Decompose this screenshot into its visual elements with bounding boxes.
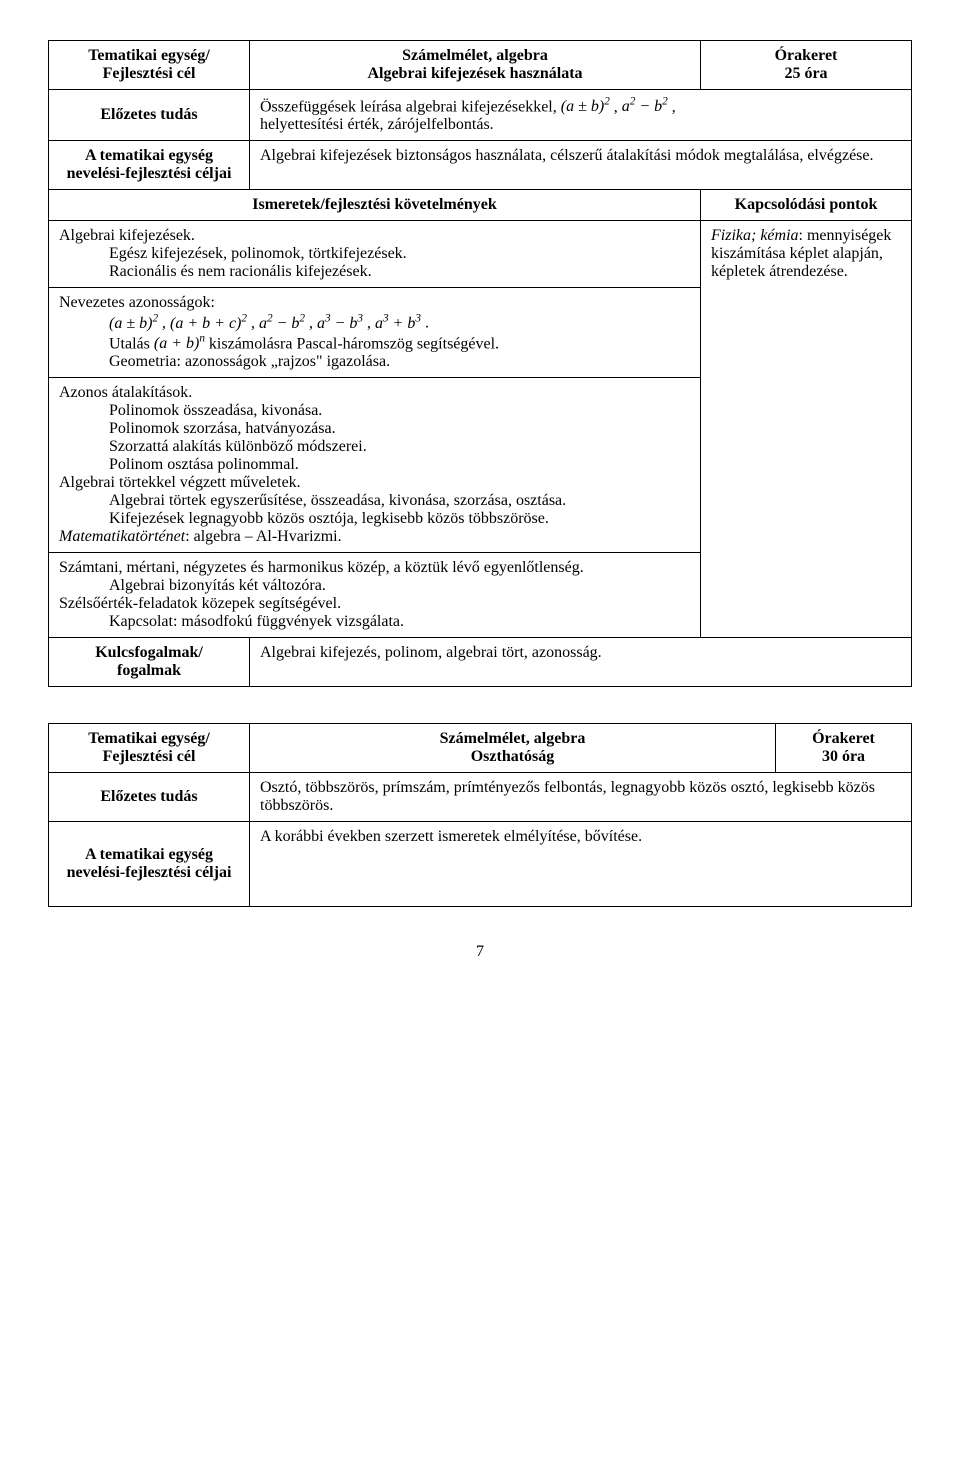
hdr-right-line2: 25 óra bbox=[784, 65, 827, 82]
s3-h: Kifejezések legnagyobb közös osztója, le… bbox=[59, 510, 690, 528]
s1-a: Algebrai kifejezések. bbox=[59, 227, 195, 244]
row-tematikai-val: Algebrai kifejezések biztonságos használ… bbox=[250, 141, 912, 190]
ismeretek-hdr: Ismeretek/fejlesztési követelmények bbox=[49, 190, 701, 221]
row-elozetes-val: Összefüggések leírása algebrai kifejezés… bbox=[250, 90, 912, 141]
math-expr-2: a2 − b2 bbox=[622, 98, 668, 115]
hdr-right: Órakeret 25 óra bbox=[701, 41, 912, 90]
s2-math-line: (a ± b)2 , (a + b + c)2 , a2 − b2 , a3 −… bbox=[59, 312, 690, 332]
t2-tematikai-label: A tematikai egység nevelési-fejlesztési … bbox=[49, 821, 250, 906]
t2-hdr-mid: Számelmélet, algebra Oszthatóság bbox=[250, 723, 776, 772]
t2-elozetes-label: Előzetes tudás bbox=[49, 772, 250, 821]
s4-a: Számtani, mértani, négyzetes és harmonik… bbox=[59, 559, 584, 576]
s4-d: Kapcsolat: másodfokú függvények vizsgála… bbox=[59, 613, 690, 631]
s3-d: Szorzattá alakítás különböző módszerei. bbox=[59, 438, 690, 456]
s3-i-pre: Matematikatörténet bbox=[59, 528, 185, 545]
section-4: Számtani, mértani, négyzetes és harmonik… bbox=[49, 552, 701, 637]
curriculum-table-2: Tematikai egység/ Fejlesztési cél Számel… bbox=[48, 723, 912, 907]
s3-e: Polinom osztása polinommal. bbox=[59, 456, 690, 474]
math-expr-1: (a ± b)2 bbox=[561, 98, 610, 115]
s3-i-post: : algebra – Al-Hvarizmi. bbox=[185, 528, 341, 545]
s2-a: Nevezetes azonosságok: bbox=[59, 294, 215, 311]
s3-i-line: Matematikatörténet: algebra – Al-Hvarizm… bbox=[59, 528, 690, 546]
t2-hdr-right-line2: 30 óra bbox=[822, 748, 865, 765]
t2-hdr-mid-line2: Oszthatóság bbox=[471, 748, 555, 765]
s3-f: Algebrai törtekkel végzett műveletek. bbox=[59, 474, 301, 491]
t2-hdr-right-line1: Órakeret bbox=[812, 730, 875, 747]
hdr-right-line1: Órakeret bbox=[775, 47, 838, 64]
s3-c: Polinomok szorzása, hatványozása. bbox=[59, 420, 690, 438]
row-elozetes-label: Előzetes tudás bbox=[49, 90, 250, 141]
page-number: 7 bbox=[48, 943, 912, 961]
s1-c: Racionális és nem racionális kifejezések… bbox=[59, 263, 690, 281]
elozetes-post: helyettesítési érték, zárójelfelbontás. bbox=[260, 116, 494, 133]
conn1-a: Fizika; kémia bbox=[711, 227, 799, 244]
curriculum-table-1: Tematikai egység/ Fejlesztési cél Számel… bbox=[48, 40, 912, 687]
hdr-mid-line1: Számelmélet, algebra bbox=[402, 47, 548, 64]
hdr-left: Tematikai egység/ Fejlesztési cél bbox=[49, 41, 250, 90]
s2-c-line: Utalás (a + b)n kiszámolásra Pascal-háro… bbox=[59, 333, 690, 353]
s3-b: Polinomok összeadása, kivonása. bbox=[59, 402, 690, 420]
t2-elozetes-val: Osztó, többszörös, prímszám, prímtényező… bbox=[250, 772, 912, 821]
s2-c: kiszámolásra Pascal-háromszög segítségév… bbox=[209, 335, 499, 352]
section-3: Azonos átalakítások. Polinomok összeadás… bbox=[49, 377, 701, 552]
kulcs-val: Algebrai kifejezés, polinom, algebrai tö… bbox=[250, 637, 912, 686]
s3-a: Azonos átalakítások. bbox=[59, 384, 192, 401]
s1-b: Egész kifejezések, polinomok, törtkifeje… bbox=[59, 245, 690, 263]
section-1: Algebrai kifejezések. Egész kifejezések,… bbox=[49, 221, 701, 288]
t2-hdr-mid-line1: Számelmélet, algebra bbox=[440, 730, 586, 747]
section-2: Nevezetes azonosságok: (a ± b)2 , (a + b… bbox=[49, 288, 701, 378]
t2-hdr-right: Órakeret 30 óra bbox=[776, 723, 912, 772]
conn-1: Fizika; kémia: mennyiségek kiszámítása k… bbox=[701, 221, 912, 638]
kapcs-hdr: Kapcsolódási pontok bbox=[701, 190, 912, 221]
elozetes-pre: Összefüggések leírása algebrai kifejezés… bbox=[260, 98, 561, 115]
s2-d: Geometria: azonosságok „rajzos" igazolás… bbox=[59, 353, 690, 371]
s3-g: Algebrai törtek egyszerűsítése, összeadá… bbox=[59, 492, 690, 510]
s4-b: Algebrai bizonyítás két változóra. bbox=[59, 577, 690, 595]
hdr-mid: Számelmélet, algebra Algebrai kifejezése… bbox=[250, 41, 701, 90]
s4-c: Szélsőérték-feladatok közepek segítségév… bbox=[59, 595, 341, 612]
t2-tematikai-val: A korábbi években szerzett ismeretek elm… bbox=[250, 821, 912, 906]
hdr-mid-line2: Algebrai kifejezések használata bbox=[367, 65, 582, 82]
t2-hdr-left: Tematikai egység/ Fejlesztési cél bbox=[49, 723, 250, 772]
row-tematikai-label: A tematikai egység nevelési-fejlesztési … bbox=[49, 141, 250, 190]
kulcs-label: Kulcsfogalmak/ fogalmak bbox=[49, 637, 250, 686]
